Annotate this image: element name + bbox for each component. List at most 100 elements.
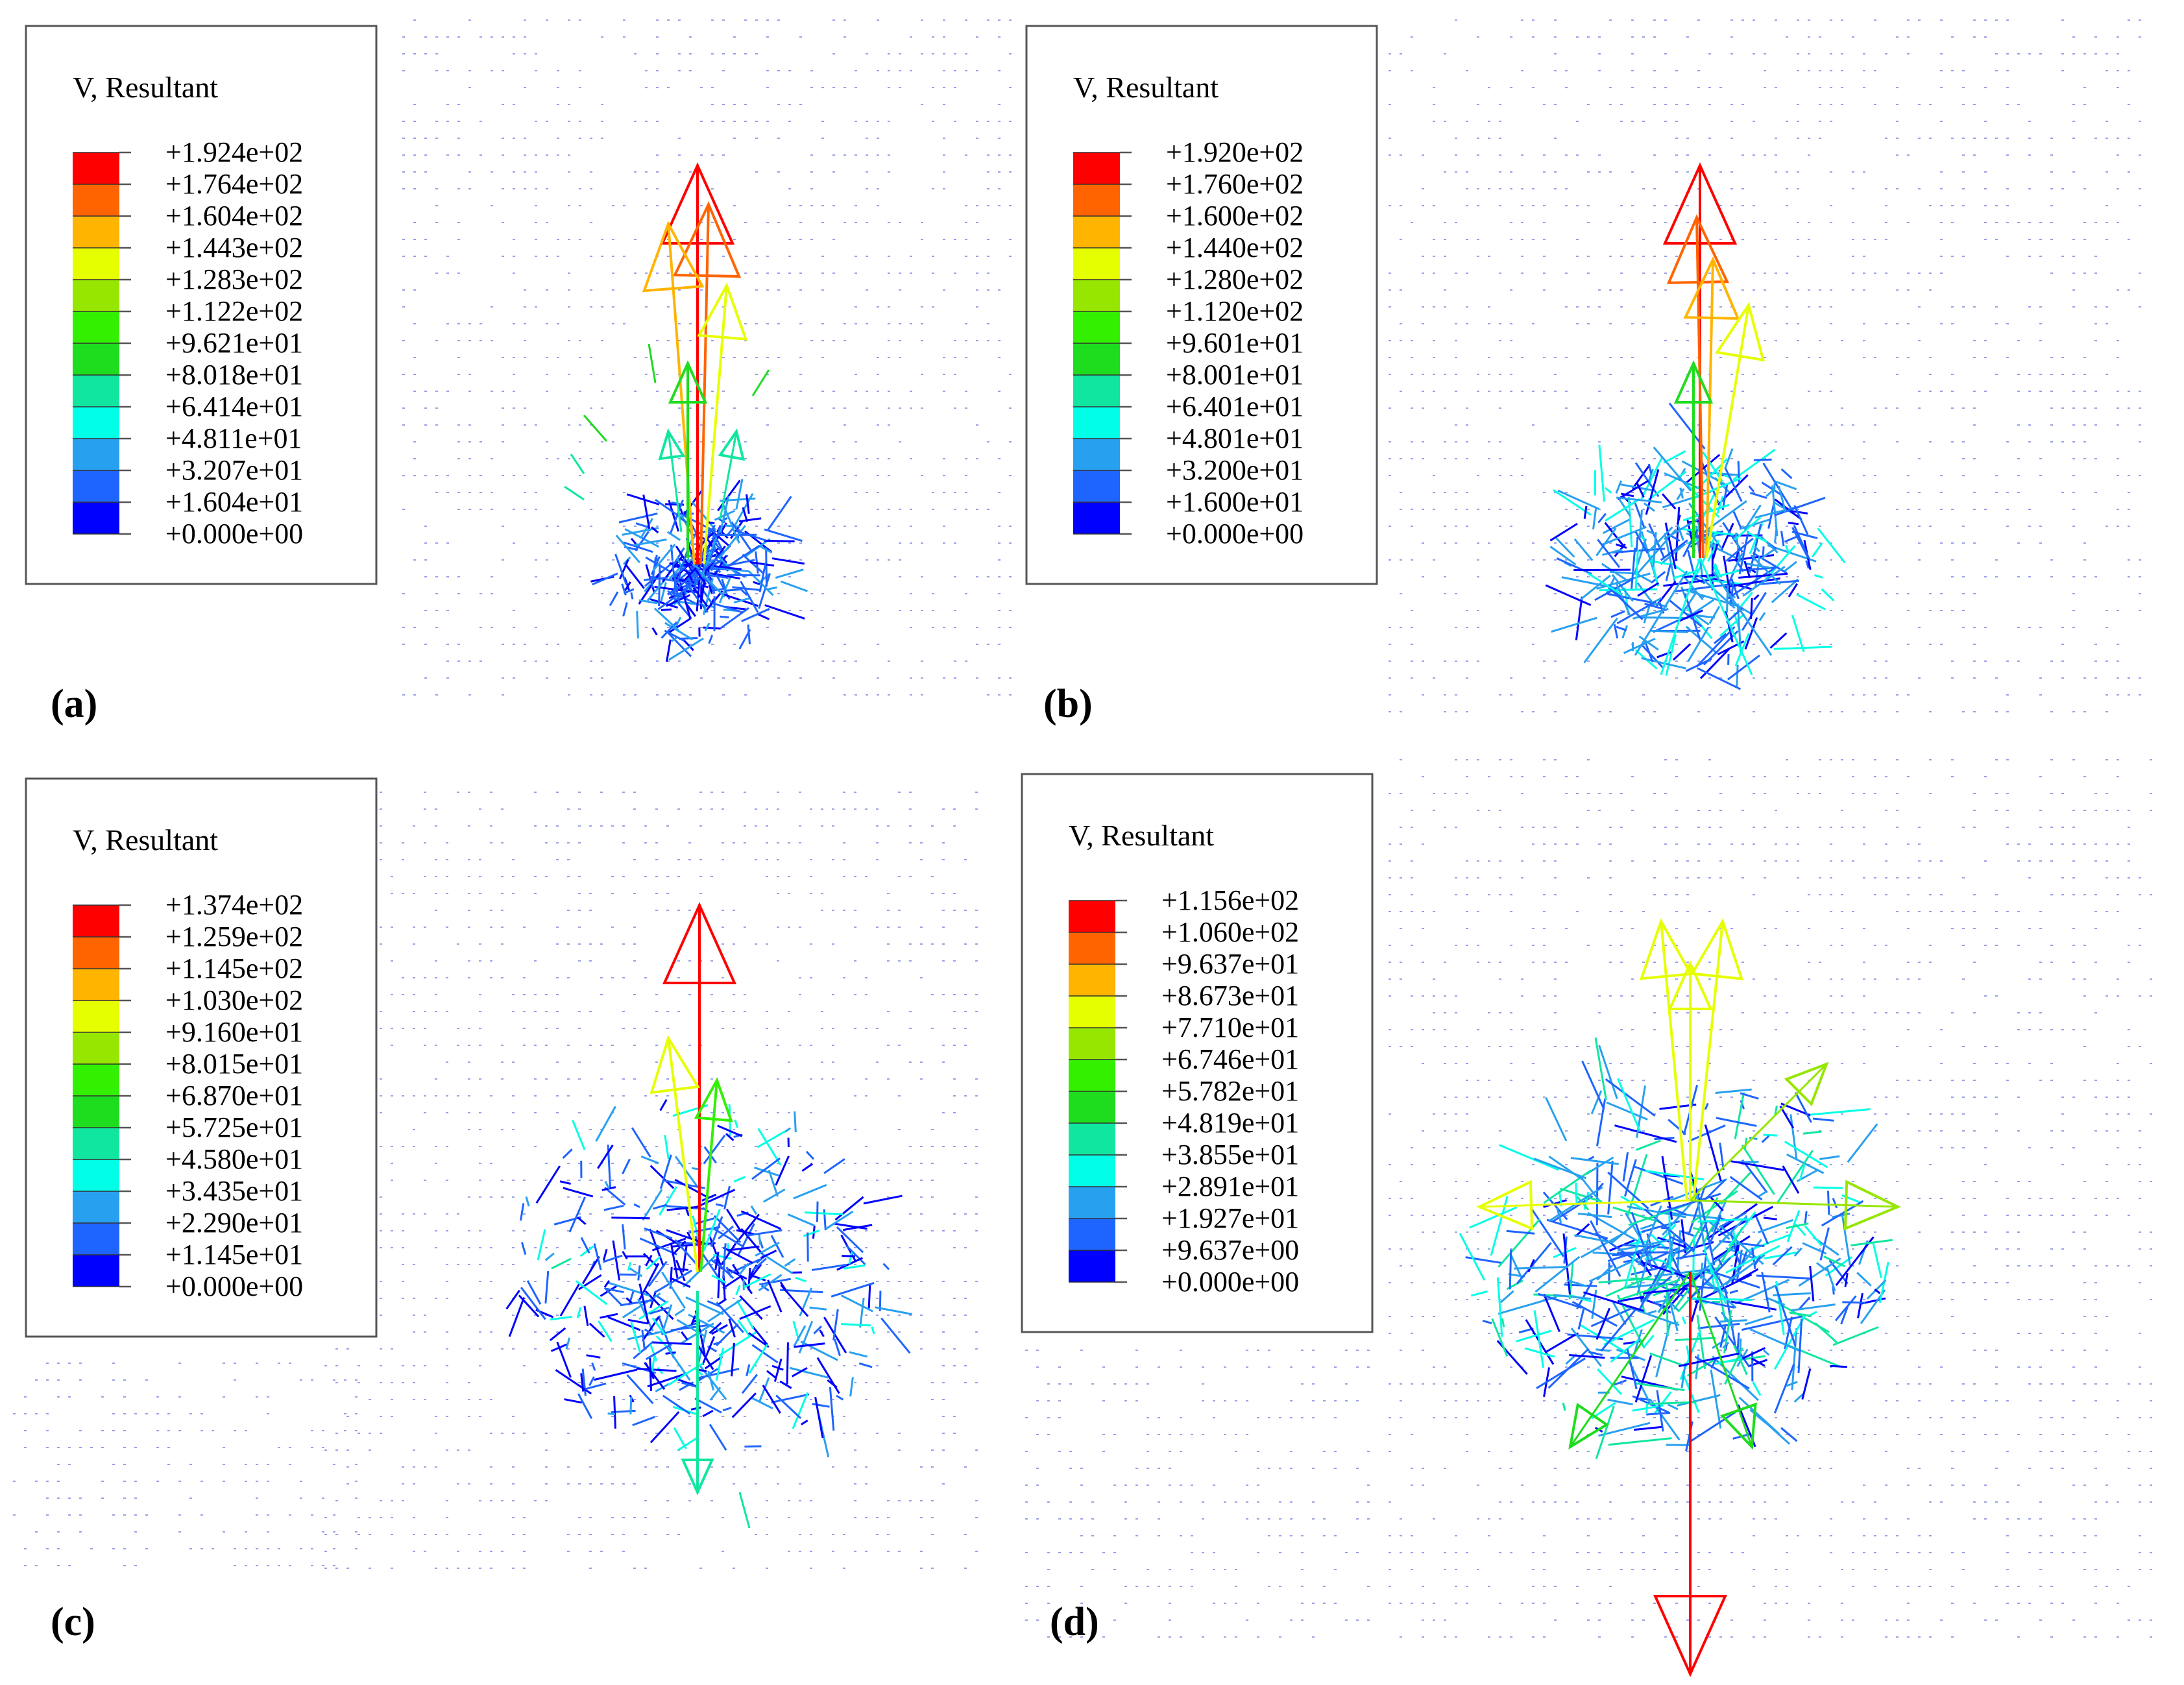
grid-dot	[2094, 1215, 2097, 1216]
grid-dot	[1422, 188, 1424, 189]
grid-dot	[535, 188, 537, 189]
grid-dot	[1631, 19, 1634, 21]
grid-dot	[1962, 1147, 1965, 1148]
grid-dot	[964, 1163, 967, 1164]
grid-dot	[424, 644, 427, 645]
grid-dot	[1554, 559, 1557, 561]
grid-dot	[898, 1230, 901, 1231]
grid-dot	[1009, 627, 1012, 628]
grid-dot	[1896, 441, 1899, 442]
grid-dot	[633, 1348, 636, 1350]
grid-dot	[1874, 978, 1876, 980]
grid-dot	[1995, 894, 1998, 895]
grid-dot	[600, 977, 603, 978]
grid-dot	[2028, 1468, 2031, 1469]
grid-dot	[1830, 1417, 1832, 1418]
grid-dot	[788, 842, 790, 843]
grid-dot	[601, 104, 603, 105]
grid-dot	[2139, 1366, 2141, 1368]
grid-dot	[446, 1382, 448, 1383]
grid-dot	[479, 1315, 481, 1316]
grid-dot	[711, 576, 714, 577]
grid-dot	[1995, 1434, 1998, 1435]
grid-dot	[755, 475, 758, 476]
grid-dot	[1896, 121, 1899, 122]
grid-dot	[1466, 306, 1468, 308]
grid-dot	[578, 1517, 581, 1518]
grid-dot	[755, 407, 758, 409]
grid-dot	[2061, 1130, 2064, 1132]
grid-dot	[711, 188, 714, 189]
grid-dot	[1907, 1333, 1910, 1334]
grid-dot	[998, 492, 1001, 493]
grid-dot	[479, 1416, 481, 1417]
grid-dot	[899, 441, 901, 442]
grid-dot	[402, 644, 405, 645]
grid-dot	[699, 1382, 702, 1383]
grid-dot	[402, 121, 405, 122]
grid-dot	[1620, 1417, 1623, 1418]
grid-dot	[1741, 810, 1744, 811]
grid-dot	[1797, 19, 1799, 21]
grid-dot	[568, 593, 570, 594]
grid-dot	[2072, 827, 2075, 828]
grid-dot	[2150, 1417, 2152, 1418]
grid-dot	[435, 977, 437, 978]
grid-dot	[788, 694, 791, 696]
grid-dot	[611, 1517, 614, 1518]
grid-dot	[1488, 357, 1490, 358]
grid-dot	[1686, 894, 1689, 895]
grid-dot	[1686, 475, 1689, 476]
grid-dot	[1929, 759, 1932, 760]
grid-dot	[711, 391, 714, 392]
grid-dot	[391, 1348, 393, 1350]
grid-dot	[2028, 1265, 2031, 1267]
grid-dot	[1819, 776, 1821, 777]
grid-dot	[1697, 843, 1700, 845]
grid-dot	[1675, 1468, 1678, 1469]
grid-dot	[1444, 661, 1446, 662]
grid-dot	[1797, 340, 1799, 341]
grid-dot	[1686, 1265, 1689, 1267]
grid-dot	[965, 391, 967, 392]
grid-dot	[1532, 323, 1535, 324]
grid-dot	[546, 121, 548, 122]
grid-dot	[1510, 374, 1512, 375]
grid-dot	[1389, 306, 1391, 308]
grid-dot	[1510, 87, 1512, 88]
grid-dot	[755, 677, 758, 679]
grid-dot	[711, 121, 714, 122]
grid-dot	[2139, 1181, 2141, 1182]
grid-dot	[1819, 1468, 1821, 1469]
grid-dot	[1411, 1316, 1413, 1317]
grid-dot	[1885, 877, 1887, 879]
grid-dot	[1808, 610, 1810, 611]
grid-dot	[612, 424, 614, 426]
grid-dot	[1719, 340, 1722, 341]
grid-dot	[513, 644, 515, 645]
grid-dot	[435, 1466, 437, 1468]
grid-dot	[1797, 827, 1799, 828]
grid-dot	[1764, 945, 1766, 946]
grid-dot	[678, 492, 681, 493]
grid-dot	[1653, 36, 1656, 38]
grid-dot	[1444, 1400, 1446, 1401]
grid-dot	[1951, 661, 1954, 662]
grid-dot	[1642, 1468, 1645, 1469]
grid-dot	[733, 1230, 735, 1231]
grid-dot	[1708, 154, 1711, 156]
grid-dot	[2072, 711, 2075, 712]
grid-dot	[942, 1146, 945, 1147]
grid-dot	[612, 256, 614, 257]
grid-dot	[1466, 1282, 1468, 1283]
grid-dot	[1389, 1029, 1391, 1030]
grid-dot	[1675, 962, 1678, 963]
grid-dot	[755, 171, 758, 173]
grid-dot	[2039, 962, 2042, 963]
grid-dot	[943, 239, 945, 240]
grid-dot	[1631, 978, 1634, 980]
grid-dot	[2006, 827, 2009, 828]
grid-dot	[546, 19, 548, 21]
grid-dot	[1675, 424, 1678, 426]
grid-dot	[656, 694, 659, 696]
